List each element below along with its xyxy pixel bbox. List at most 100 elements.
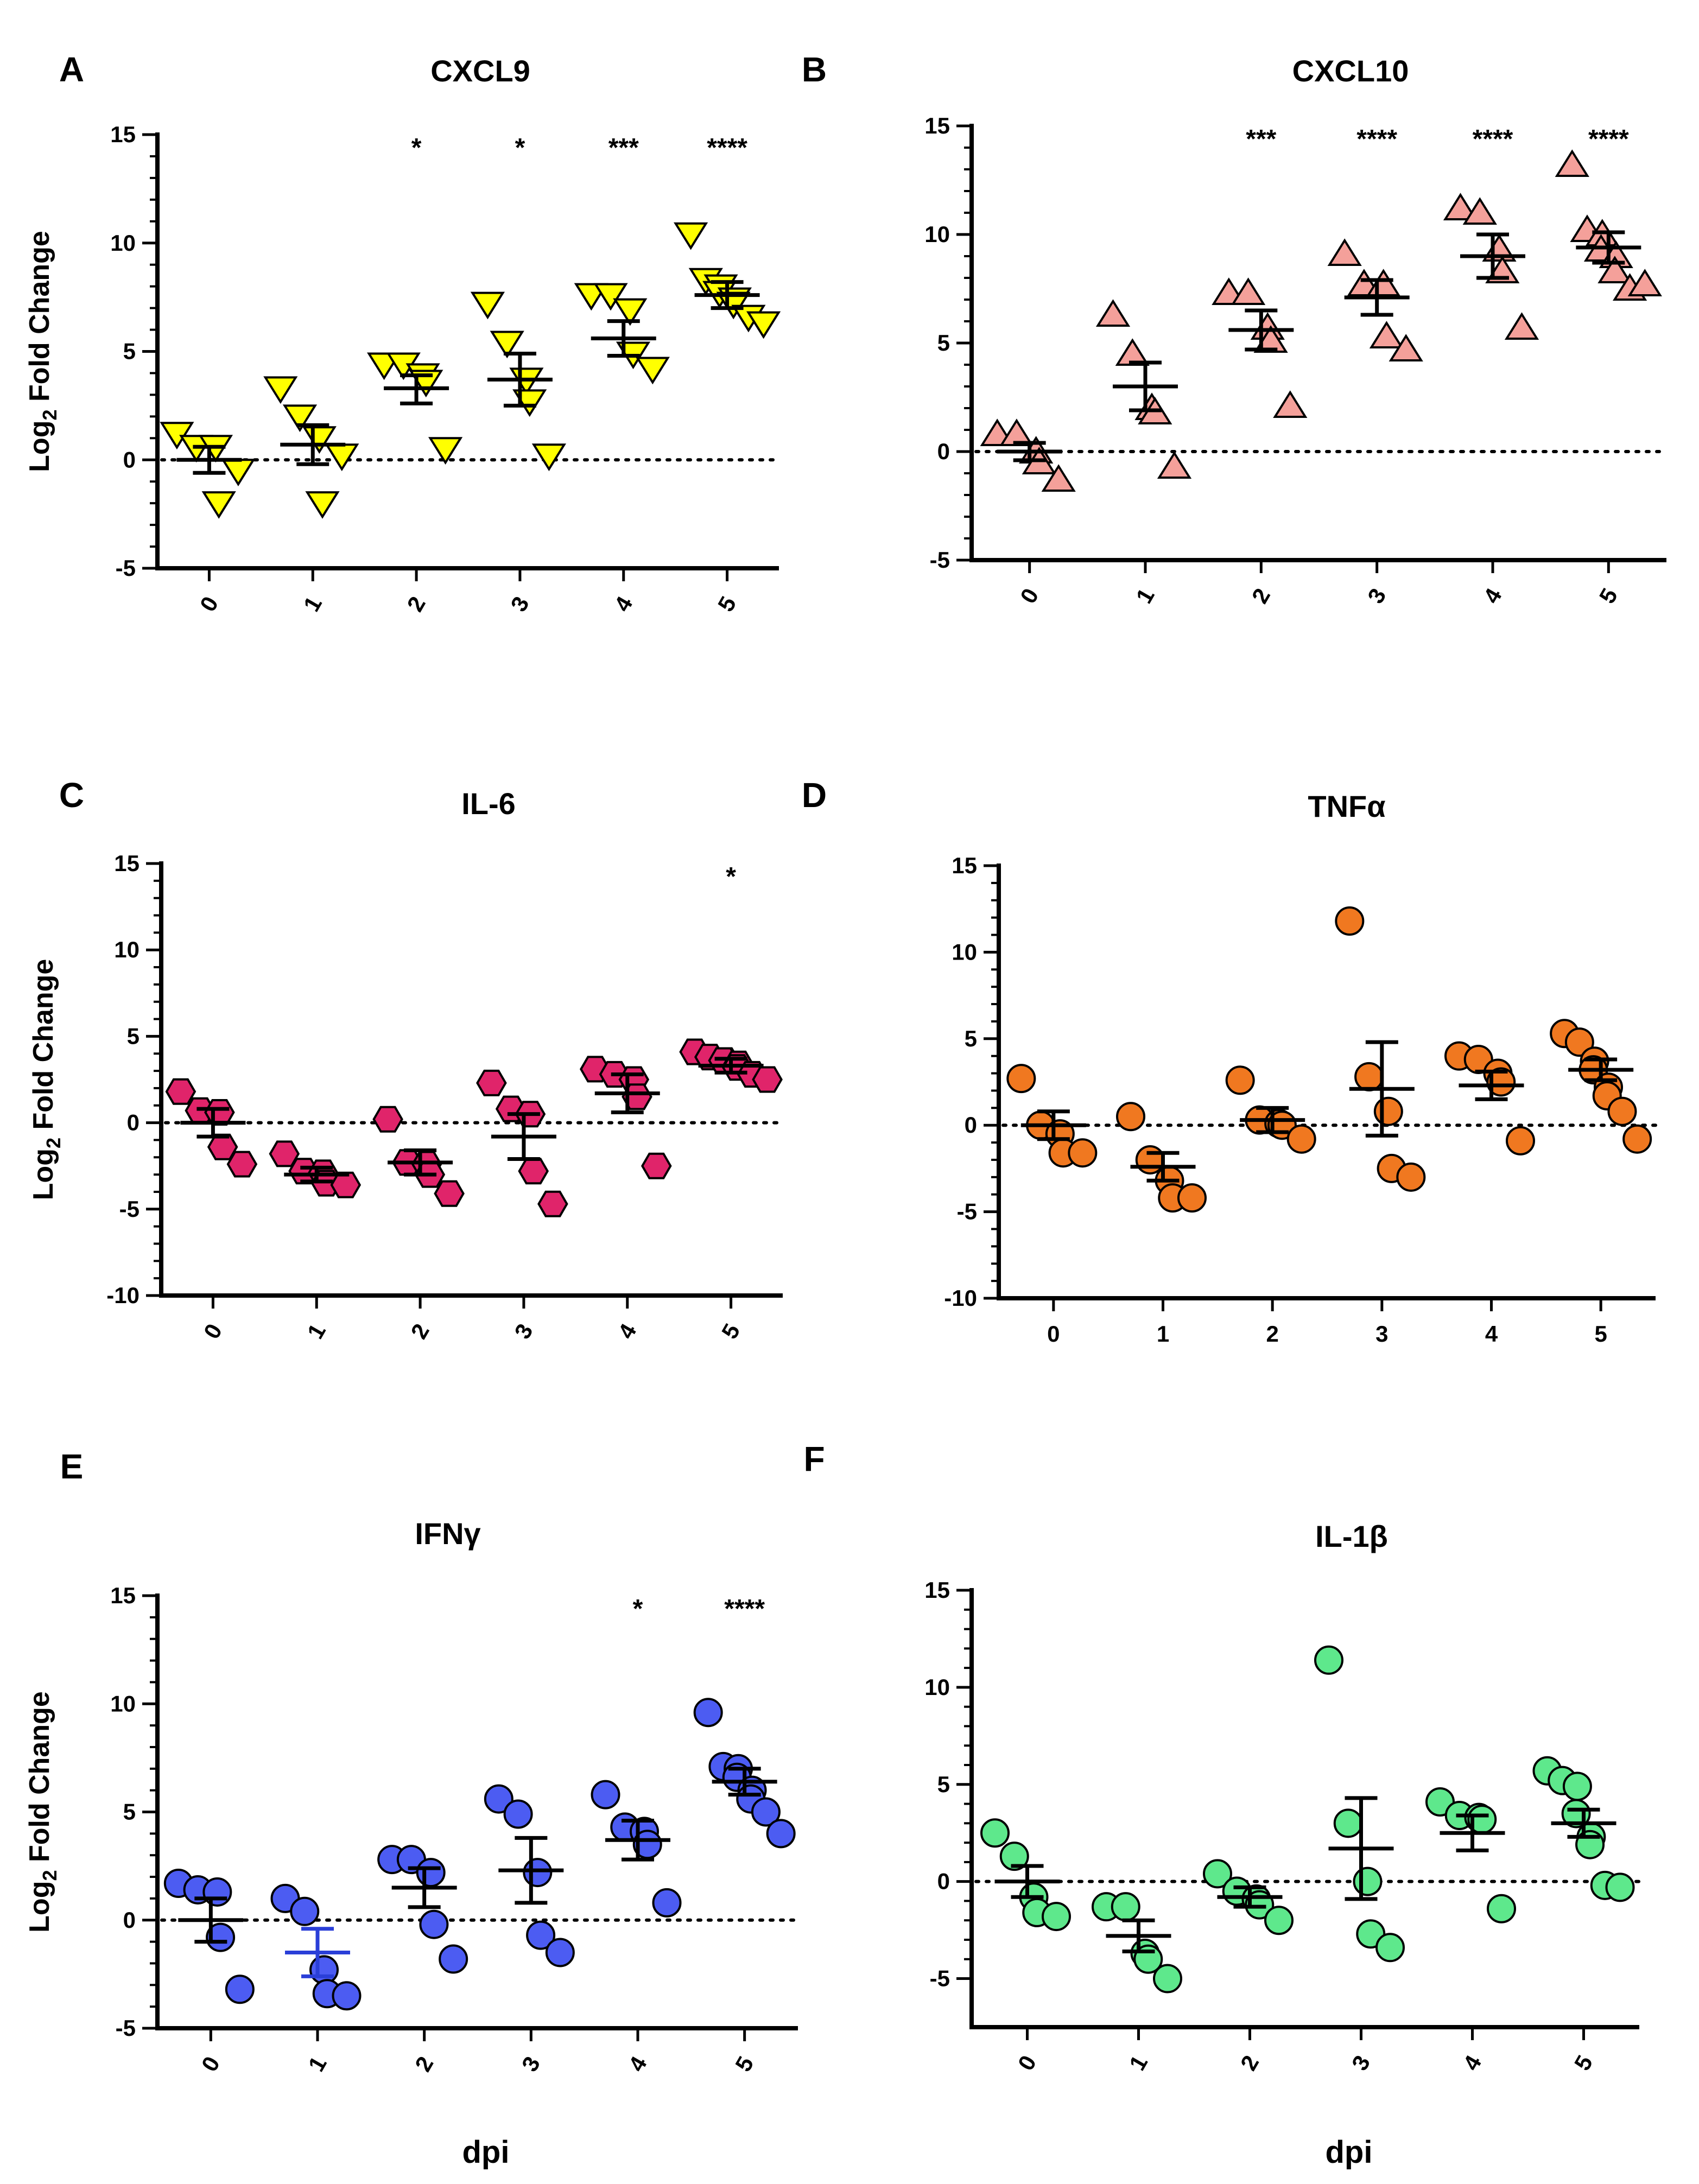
data-point [1562, 1772, 1592, 1801]
data-point [1157, 451, 1192, 479]
x-tick-label: 3 [517, 2052, 545, 2076]
y-tick-label: -5 [119, 1196, 140, 1222]
x-tick-label: 5 [730, 2052, 758, 2076]
y-tick-label: 5 [937, 330, 950, 355]
y-tick-label: 15 [952, 853, 977, 878]
significance-stars: * [515, 134, 525, 162]
y-tick-label: -10 [944, 1285, 977, 1311]
data-point [537, 1190, 568, 1217]
y-axis-label-subscript: 2 [42, 1138, 65, 1148]
x-tick-label: 0 [196, 2052, 225, 2076]
y-tick-label: 0 [937, 439, 950, 464]
data-point [1564, 1027, 1594, 1057]
y-axis-label-rest: Fold Change [24, 1691, 55, 1870]
x-tick-label: 5 [1594, 584, 1622, 608]
y-tick-label: 5 [937, 1772, 950, 1797]
data-point [1314, 1645, 1343, 1675]
data-point [490, 331, 524, 359]
data-point [1116, 1102, 1145, 1132]
y-tick-label: 0 [937, 1869, 950, 1894]
data-point [419, 1909, 449, 1939]
y-tick-label: 0 [127, 1110, 140, 1135]
data-point [999, 418, 1034, 446]
data-point [531, 443, 567, 472]
data-point [282, 404, 318, 433]
panel-d: D TNFα -10 -5 0 5 10 15 0 1 2 3 4 5 [802, 776, 1657, 1347]
y-tick-label: 0 [965, 1112, 977, 1138]
panel-f: F IL-1β -5 0 5 10 15 0 1 2 3 4 5 dpi [803, 1439, 1641, 2170]
x-axis-label: dpi [1326, 2135, 1373, 2170]
significance-stars: * [411, 134, 422, 162]
data-point [693, 1698, 723, 1728]
data-point [1369, 321, 1404, 348]
data-point [1373, 1096, 1403, 1126]
data-point [1486, 1067, 1516, 1097]
x-tick-label: 5 [1594, 1321, 1607, 1347]
y-tick-label: 10 [924, 1674, 950, 1700]
panel-title: IFNγ [415, 1516, 480, 1551]
data-point [980, 1818, 1010, 1848]
x-tick-label: 1 [1131, 584, 1159, 608]
data-point [622, 1083, 652, 1110]
data-point [1597, 256, 1632, 283]
data-point [1225, 1065, 1255, 1095]
data-point [1203, 1859, 1232, 1889]
data-point [652, 1888, 682, 1918]
data-point [746, 311, 781, 339]
x-tick-label: 3 [509, 1319, 537, 1343]
x-tick-label: 2 [1247, 584, 1275, 608]
data-point [332, 1981, 362, 2011]
y-axis-label-main: Log [28, 1148, 59, 1200]
x-tick-label: 4 [623, 2052, 652, 2075]
data-point [330, 1171, 362, 1198]
data-point [372, 1106, 403, 1133]
data-point [1042, 1902, 1071, 1932]
significance-stars: *** [608, 134, 639, 162]
data-point [439, 1944, 468, 1974]
data-point [263, 376, 298, 404]
panel-letter: C [59, 776, 84, 815]
x-tick-label: 3 [1362, 584, 1391, 608]
significance-stars: **** [724, 1595, 765, 1623]
panel-letter: A [59, 50, 84, 89]
data-point [1607, 1096, 1637, 1126]
significance-stars: **** [707, 134, 747, 162]
data-point [1286, 1124, 1316, 1154]
y-tick-label: 15 [924, 113, 950, 138]
y-tick-label: -5 [930, 1966, 950, 1991]
data-point [1231, 277, 1266, 305]
data-point [1095, 299, 1131, 327]
y-tick-label: 10 [114, 937, 140, 962]
y-axis-label: Log2 Fold Change [24, 231, 61, 472]
data-point [1389, 334, 1423, 361]
x-tick-label: 0 [1013, 2051, 1041, 2075]
data-point [1443, 193, 1478, 220]
significance-stars: **** [1588, 125, 1629, 154]
x-tick-label: 5 [713, 592, 741, 616]
x-tick-label: 2 [1266, 1321, 1278, 1347]
y-tick-label: 5 [123, 339, 136, 364]
data-point [518, 1158, 549, 1185]
data-point [523, 1858, 553, 1888]
data-point [202, 1877, 232, 1907]
significance-stars: * [726, 862, 736, 891]
y-tick-label: 15 [110, 1583, 136, 1608]
data-point [165, 1078, 196, 1105]
data-point [673, 222, 708, 250]
y-tick-label: 5 [123, 1799, 136, 1825]
x-tick-label: 1 [299, 592, 327, 616]
data-point [1041, 464, 1076, 492]
y-tick-label: -10 [106, 1283, 140, 1308]
panel-title: IL-1β [1315, 1519, 1388, 1553]
y-tick-label: 10 [952, 939, 977, 964]
data-point [1353, 1866, 1383, 1896]
data-point [526, 1920, 556, 1950]
data-point [1555, 149, 1589, 177]
x-tick-label: 0 [1015, 584, 1043, 608]
y-tick-label: 10 [110, 230, 136, 256]
panel-title: IL-6 [461, 786, 516, 821]
